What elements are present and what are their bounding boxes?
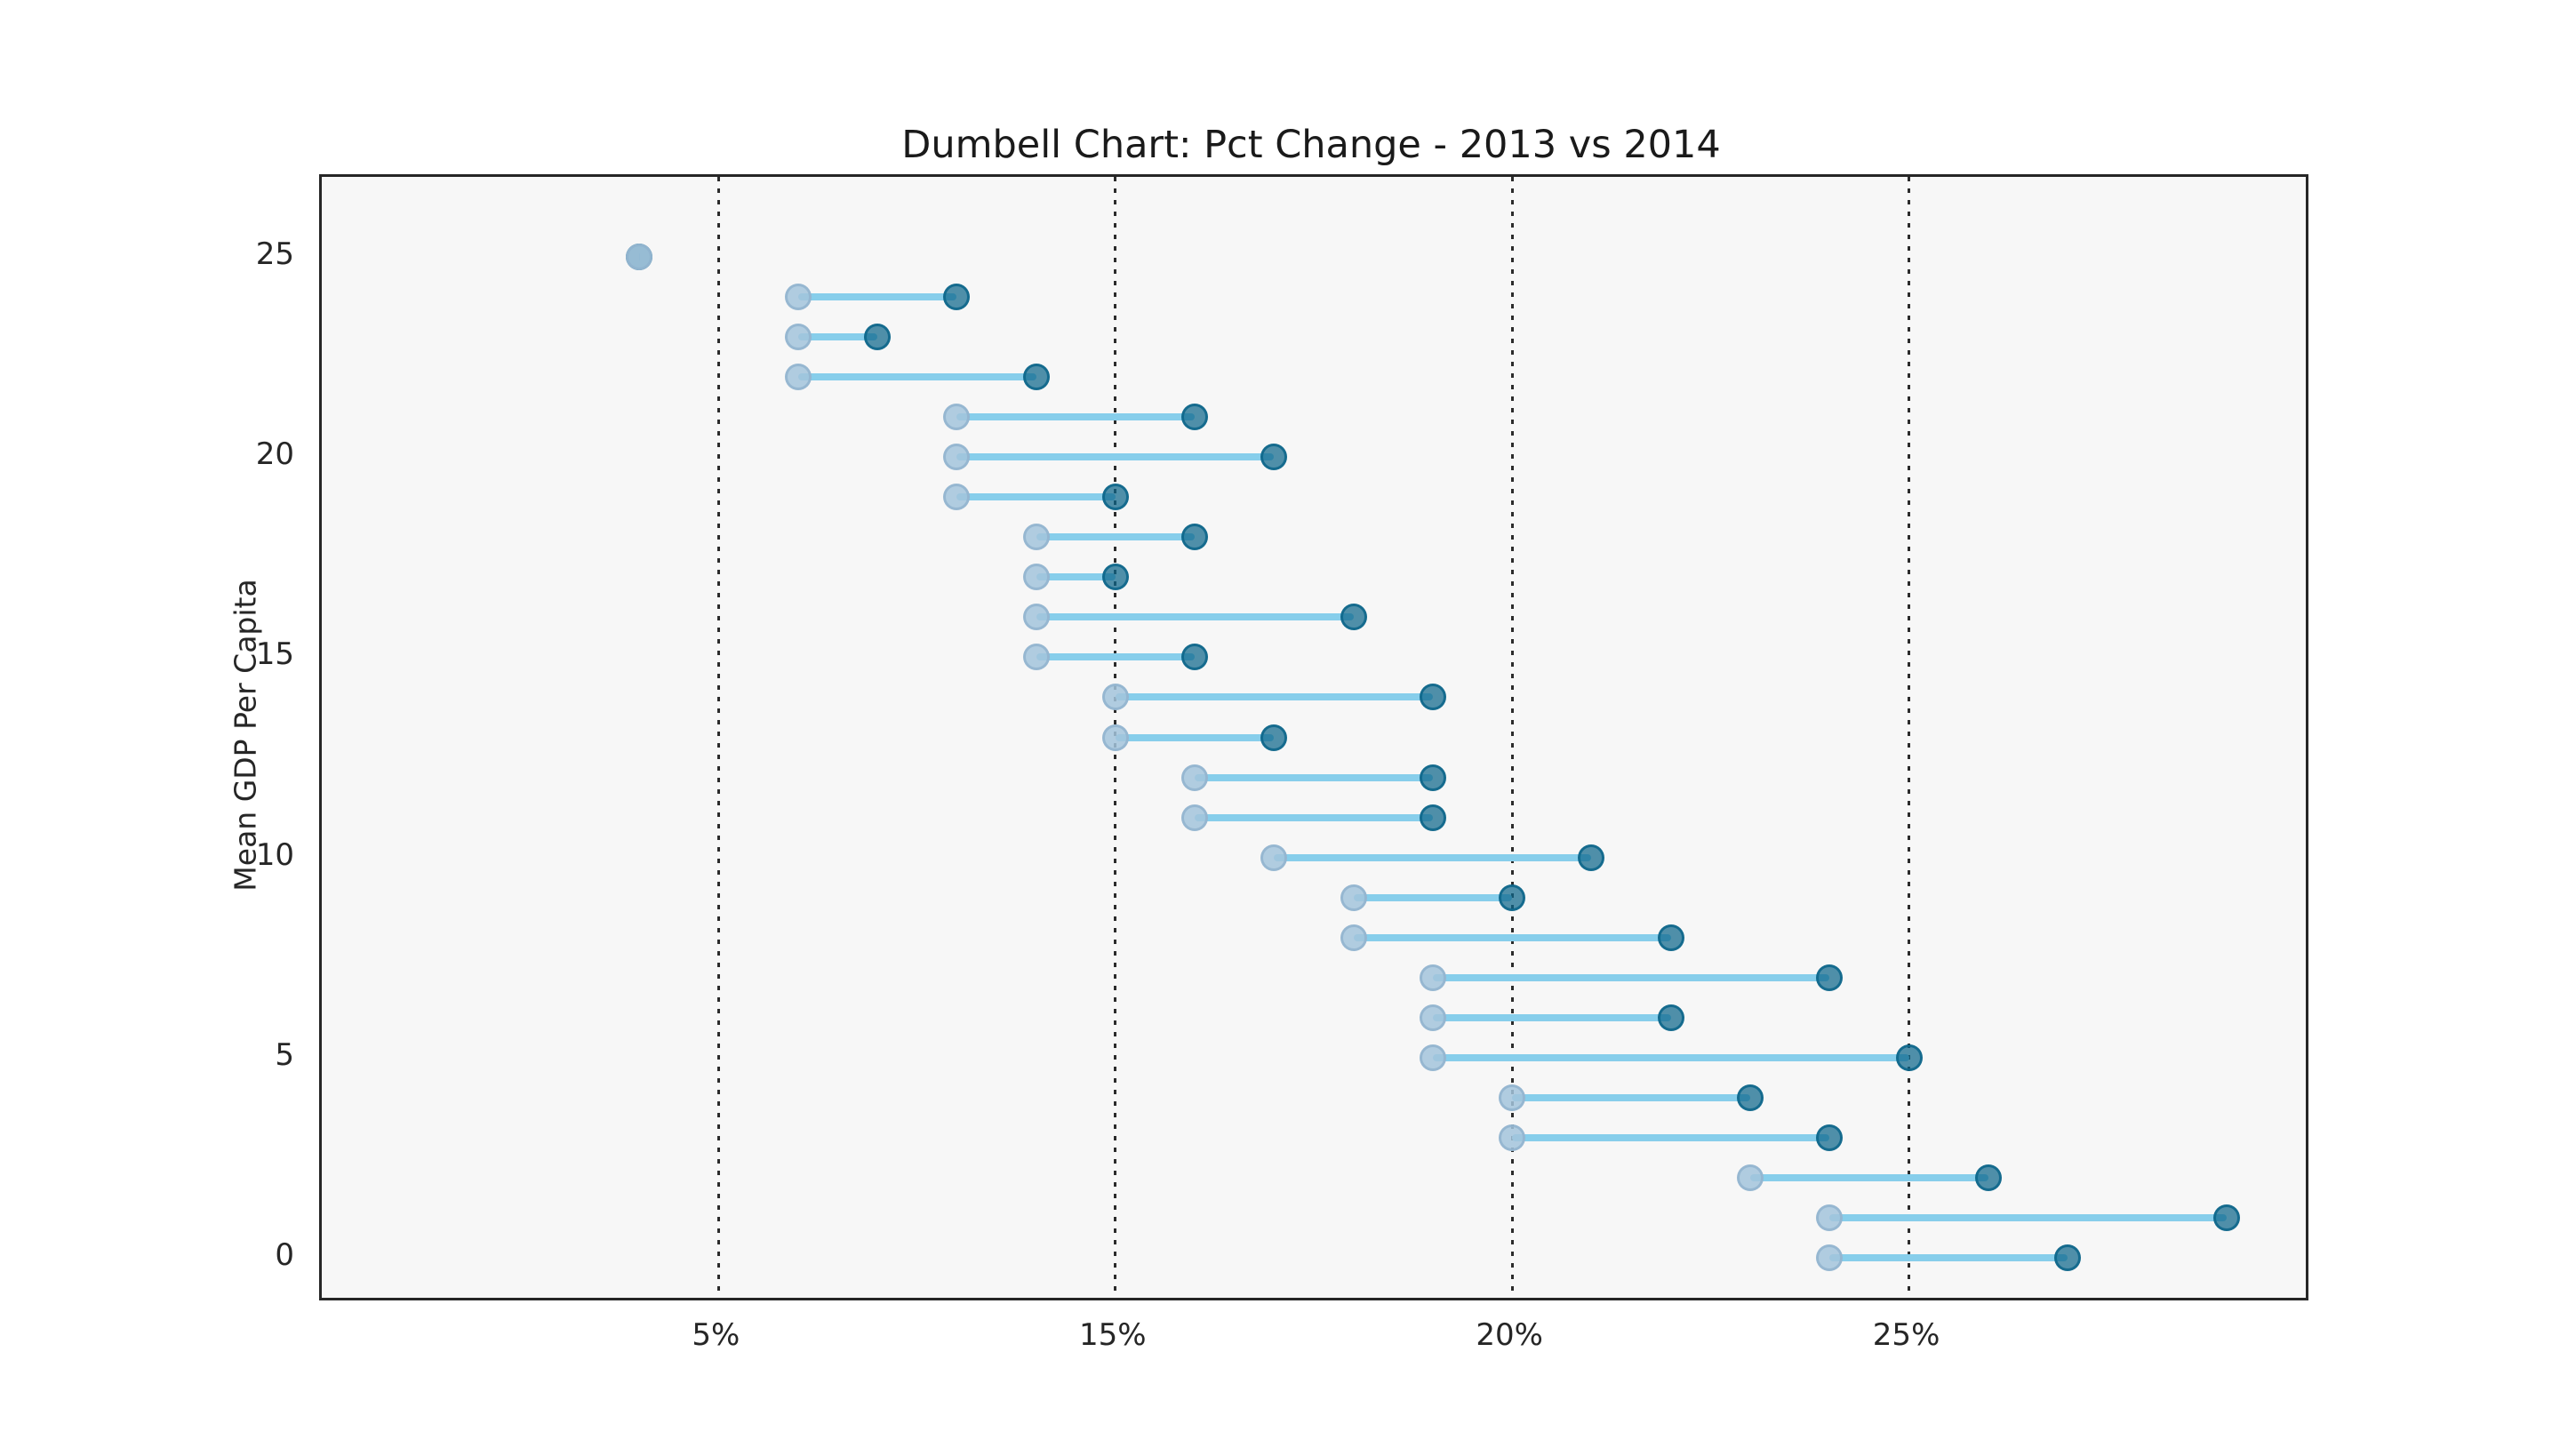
dot-pct-2013 — [1737, 1164, 1764, 1191]
dot-pct-2014 — [1101, 484, 1129, 511]
y-tick-label: 5 — [275, 1036, 294, 1073]
dumbbell-connector — [1829, 1253, 2068, 1261]
dot-pct-2013 — [1816, 1204, 1844, 1231]
x-gridline-20pct — [1510, 177, 1514, 1298]
dot-pct-2013 — [943, 484, 971, 511]
x-tick-label: 25% — [1872, 1317, 1940, 1353]
dumbbell-connector — [797, 293, 957, 301]
dot-pct-2013 — [1340, 884, 1367, 911]
dot-pct-2014 — [1419, 804, 1446, 831]
dumbbell-connector — [956, 493, 1116, 501]
dot-pct-2013 — [1022, 644, 1050, 671]
dot-pct-2013 — [1419, 1044, 1446, 1071]
dot-pct-2014 — [1260, 724, 1288, 751]
dumbbell-connector — [1432, 1013, 1671, 1021]
dot-pct-2014 — [1181, 404, 1209, 431]
dot-pct-2014 — [1657, 924, 1684, 951]
x-tick-label: 5% — [692, 1317, 740, 1353]
dumbbell-connector — [1353, 893, 1513, 901]
dumbbell-connector — [1115, 693, 1433, 701]
x-gridline-25pct — [1908, 177, 1911, 1298]
x-gridline-5pct — [716, 177, 720, 1298]
dumbbell-connector — [956, 413, 1196, 421]
dot-pct-2013 — [1816, 1244, 1844, 1271]
dot-pct-2013 — [1499, 1124, 1526, 1151]
dot-pct-2013 — [784, 324, 812, 351]
dot-pct-2013 — [943, 404, 971, 431]
dot-pct-2013 — [626, 244, 653, 271]
dot-pct-2014 — [1657, 1004, 1684, 1031]
dot-pct-2013 — [1181, 804, 1209, 831]
dot-pct-2014 — [1816, 964, 1844, 991]
dumbbell-connector — [1829, 1213, 2227, 1221]
x-tick-label: 20% — [1476, 1317, 1543, 1353]
dot-pct-2013 — [1419, 964, 1446, 991]
dot-pct-2014 — [1181, 524, 1209, 551]
dumbbell-connector — [1036, 533, 1196, 541]
dot-pct-2013 — [1340, 924, 1367, 951]
dumbbell-connector — [797, 333, 877, 341]
dot-pct-2014 — [1181, 644, 1209, 671]
dot-pct-2013 — [1419, 1004, 1446, 1031]
y-tick-label: 25 — [255, 236, 294, 273]
dot-pct-2014 — [1340, 604, 1367, 631]
dumbbell-connector — [1353, 933, 1671, 941]
dot-pct-2014 — [2054, 1244, 2082, 1271]
x-tick-label: 15% — [1079, 1317, 1147, 1353]
dumbbell-connector — [1432, 973, 1830, 981]
dumbbell-connector — [1036, 613, 1354, 621]
dot-pct-2013 — [784, 364, 812, 391]
dot-pct-2014 — [1260, 444, 1288, 471]
dumbbell-connector — [1195, 773, 1433, 781]
dot-pct-2013 — [1499, 1084, 1526, 1111]
plot-area — [319, 174, 2308, 1300]
y-tick-label: 10 — [255, 836, 294, 873]
dumbbell-connector — [956, 453, 1275, 461]
dot-pct-2014 — [1022, 364, 1050, 391]
dumbbell-connector — [1750, 1173, 1988, 1181]
dot-pct-2014 — [863, 324, 891, 351]
dot-pct-2014 — [1101, 564, 1129, 591]
dot-pct-2014 — [1816, 1124, 1844, 1151]
dumbbell-connector — [1115, 733, 1275, 741]
dot-pct-2013 — [1260, 844, 1288, 871]
dot-pct-2013 — [1022, 604, 1050, 631]
dot-pct-2013 — [1101, 684, 1129, 711]
dot-pct-2013 — [1022, 524, 1050, 551]
dumbbell-connector — [1274, 853, 1592, 861]
dot-pct-2013 — [1022, 564, 1050, 591]
dot-pct-2013 — [784, 284, 812, 311]
dumbbell-connector — [1512, 1093, 1751, 1101]
dot-pct-2014 — [943, 284, 971, 311]
dumbbell-connector — [1512, 1133, 1830, 1141]
chart-title: Dumbell Chart: Pct Change - 2013 vs 2014 — [901, 123, 1721, 167]
dumbbell-connector — [797, 373, 1036, 381]
dot-pct-2014 — [1419, 764, 1446, 791]
dot-pct-2014 — [1737, 1084, 1764, 1111]
y-tick-label: 15 — [255, 636, 294, 673]
y-tick-label: 0 — [275, 1236, 294, 1273]
y-tick-label: 20 — [255, 436, 294, 473]
dot-pct-2014 — [1578, 844, 1605, 871]
dot-pct-2014 — [1419, 684, 1446, 711]
dot-pct-2014 — [1499, 884, 1526, 911]
dot-pct-2014 — [1895, 1044, 1923, 1071]
dumbbell-connector — [1195, 813, 1433, 821]
dumbbell-connector — [1036, 573, 1116, 581]
dumbbell-connector — [1036, 653, 1196, 661]
dumbbell-connector — [1432, 1053, 1909, 1061]
dot-pct-2013 — [943, 444, 971, 471]
dot-pct-2013 — [1101, 724, 1129, 751]
dot-pct-2013 — [1181, 764, 1209, 791]
dot-pct-2014 — [2212, 1204, 2240, 1231]
dot-pct-2014 — [1974, 1164, 2002, 1191]
